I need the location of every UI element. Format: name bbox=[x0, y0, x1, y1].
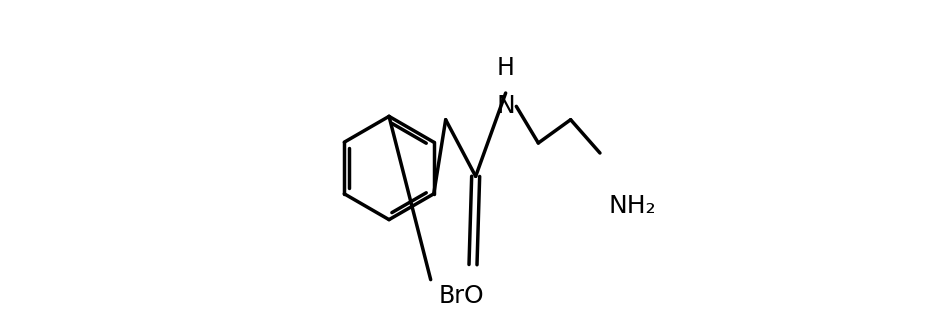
Text: Br: Br bbox=[439, 284, 465, 308]
Text: N: N bbox=[497, 94, 515, 118]
Text: H: H bbox=[497, 56, 515, 80]
Text: O: O bbox=[464, 284, 483, 308]
Text: NH₂: NH₂ bbox=[609, 194, 657, 218]
